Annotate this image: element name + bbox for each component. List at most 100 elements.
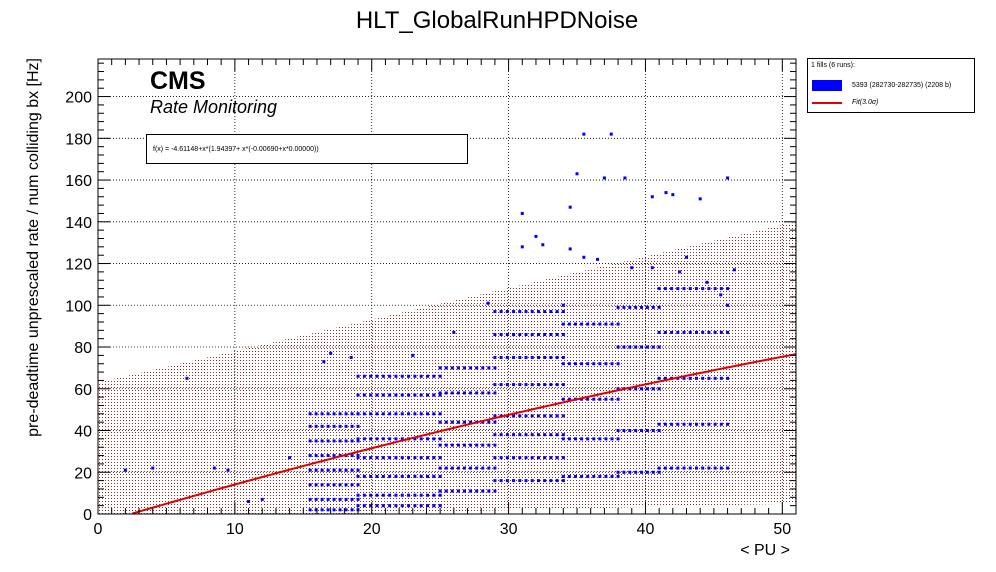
data-point	[524, 433, 528, 437]
data-point	[375, 374, 379, 378]
data-point	[344, 508, 348, 512]
data-point	[512, 433, 516, 437]
data-point	[462, 366, 466, 370]
data-point	[400, 456, 404, 460]
data-point	[362, 456, 366, 460]
data-point	[568, 205, 572, 209]
data-point	[350, 483, 354, 487]
data-point	[326, 508, 330, 512]
data-point	[419, 456, 423, 460]
data-point	[682, 466, 686, 470]
data-point	[452, 330, 456, 334]
data-point	[407, 456, 411, 460]
data-point	[413, 456, 417, 460]
data-point	[582, 132, 586, 136]
data-point	[561, 474, 565, 478]
data-point	[375, 437, 379, 441]
data-point	[670, 466, 674, 470]
data-point	[561, 322, 565, 326]
data-point	[688, 330, 692, 334]
data-point	[450, 489, 454, 493]
plot-area: 0 10 20 30 40 50 0 20 40 60 80 100 120 140 160 180 200	[65, 58, 797, 538]
data-point	[322, 360, 326, 364]
data-point	[320, 497, 324, 501]
data-point	[356, 497, 360, 501]
data-point	[561, 362, 565, 366]
data-point	[314, 454, 318, 458]
fit-formula-box: f(x) = -4.61148+x*(1.94397+ x*(-0.00690+…	[146, 134, 468, 164]
data-point	[657, 429, 661, 433]
data-point	[356, 439, 360, 443]
data-point	[212, 466, 216, 470]
data-point	[628, 470, 632, 474]
data-point	[694, 466, 698, 470]
data-point	[707, 422, 711, 426]
data-point	[356, 468, 360, 472]
data-point	[438, 466, 442, 470]
data-point	[650, 266, 654, 270]
data-point	[520, 245, 524, 249]
data-point	[226, 468, 230, 472]
data-point	[634, 429, 638, 433]
data-point	[524, 310, 528, 314]
data-point	[701, 422, 705, 426]
data-point	[332, 468, 336, 472]
data-point	[610, 437, 614, 441]
data-point	[573, 322, 577, 326]
data-point	[586, 474, 590, 478]
data-point	[314, 468, 318, 472]
data-point	[444, 466, 448, 470]
data-point	[555, 383, 559, 387]
data-point	[369, 456, 373, 460]
data-point	[288, 456, 292, 460]
data-point	[543, 414, 547, 418]
data-point	[561, 333, 565, 337]
data-point	[320, 424, 324, 428]
data-point	[598, 474, 602, 478]
data-point	[438, 437, 442, 441]
data-point	[308, 412, 312, 416]
data-point	[481, 366, 485, 370]
y-tick-label: 140	[65, 215, 92, 232]
data-point	[462, 489, 466, 493]
data-point	[512, 310, 516, 314]
data-point	[481, 420, 485, 424]
data-point	[314, 508, 318, 512]
data-point	[616, 345, 620, 349]
data-point	[426, 493, 430, 497]
data-point	[426, 456, 430, 460]
data-point	[536, 383, 540, 387]
data-point	[350, 412, 354, 416]
data-point	[582, 255, 586, 259]
data-point	[678, 270, 682, 274]
data-point	[568, 247, 572, 251]
data-point	[657, 466, 661, 470]
data-point	[308, 424, 312, 428]
data-point	[663, 330, 667, 334]
data-point	[338, 412, 342, 416]
data-point	[375, 474, 379, 478]
data-point	[530, 414, 534, 418]
data-point	[469, 391, 473, 395]
data-point	[338, 497, 342, 501]
data-point	[487, 420, 491, 424]
data-point	[530, 433, 534, 437]
data-point	[671, 193, 675, 197]
data-point	[407, 474, 411, 478]
data-point	[518, 414, 522, 418]
data-point	[640, 387, 644, 391]
y-tick-label: 200	[65, 90, 92, 107]
data-point	[362, 493, 366, 497]
data-point	[356, 456, 360, 460]
data-point	[622, 429, 626, 433]
data-point	[338, 508, 342, 512]
data-point	[719, 466, 723, 470]
data-point	[493, 355, 497, 359]
data-point	[561, 414, 565, 418]
data-point	[586, 322, 590, 326]
data-point	[308, 497, 312, 501]
data-point	[394, 493, 398, 497]
data-point	[604, 322, 608, 326]
legend-fit-label: Fit(3.0σ)	[852, 99, 879, 106]
data-point	[719, 287, 723, 291]
